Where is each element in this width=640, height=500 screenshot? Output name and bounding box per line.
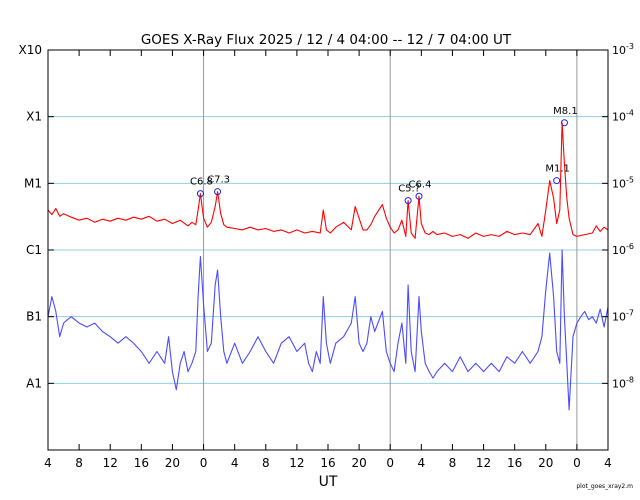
flare-label: C6.4 [409,179,432,190]
y-tick-label-right: 10-5 [612,175,634,190]
y-axis-left-labels: X10 X1 M1 C1 B1 A1 [19,43,54,390]
y-axis-right-labels: 10-3 10-4 10-5 10-6 10-7 10-8 [602,42,634,390]
y-tick-label-right: 10-4 [612,109,634,124]
x-tick-label: 0 [386,456,394,470]
flare-marker [404,197,412,205]
x-tick-label: 0 [573,456,581,470]
chart-title: GOES X-Ray Flux 2025 / 12 / 4 04:00 -- 1… [141,32,512,48]
flare-label: C7.3 [207,175,230,186]
plot-credit: plot_goes_xray2.m [576,483,633,490]
x-tick-label: 4 [418,456,426,470]
flare-marker [214,188,222,196]
y-tick-label-right: 10-3 [612,42,634,57]
x-tick-label: 20 [351,456,366,470]
flare-marker [560,119,568,127]
flare-label: M1.1 [545,164,570,175]
x-tick-label: 0 [200,456,208,470]
x-tick-label: 4 [231,456,239,470]
x-tick-label: 8 [262,456,270,470]
y-tick-label-left: M1 [24,176,42,190]
y-tick-label-left: A1 [26,376,42,390]
x-tick-label: 8 [449,456,457,470]
y-tick-label-left: C1 [26,243,42,257]
flare-label: C6.8 [190,177,213,188]
x-tick-label: 12 [476,456,491,470]
x-tick-label: 20 [538,456,553,470]
x-tick-label: 16 [320,456,335,470]
y-tick-label-left: X10 [19,43,43,57]
y-tick-label-right: 10-7 [612,309,634,324]
y-tick-label-left: B1 [26,310,42,324]
x-tick-label: 20 [165,456,180,470]
y-tick-label-right: 10-8 [612,375,634,390]
series-line-short [47,249,609,411]
day-boundary-lines [203,50,578,450]
x-tick-label: 8 [75,456,83,470]
x-tick-label: 12 [103,456,118,470]
flux-series [47,122,609,411]
y-tick-label-right: 10-6 [612,242,634,257]
x-tick-label: 16 [134,456,149,470]
flare-label: C5.? [398,184,420,195]
series-line-long [47,122,609,239]
flare-marker [196,190,204,198]
flare-annotations: C6.8C7.3 C5.?C6.4 M1.1 M8.1 [190,106,578,205]
x-tick-label: 12 [289,456,304,470]
x-axis-ticks: 4 8 12 16 20 0 4 8 12 16 20 0 4 8 12 16 20 0 4 [44,50,612,470]
flare-marker [415,192,423,200]
flare-marker [553,177,561,185]
y-tick-label-left: X1 [26,110,42,124]
x-tick-label: 4 [44,456,52,470]
x-tick-label: 4 [604,456,612,470]
x-axis-label: UT [319,474,338,490]
flare-label: M8.1 [553,106,578,117]
x-tick-label: 16 [507,456,522,470]
grid-lines [48,116,608,384]
